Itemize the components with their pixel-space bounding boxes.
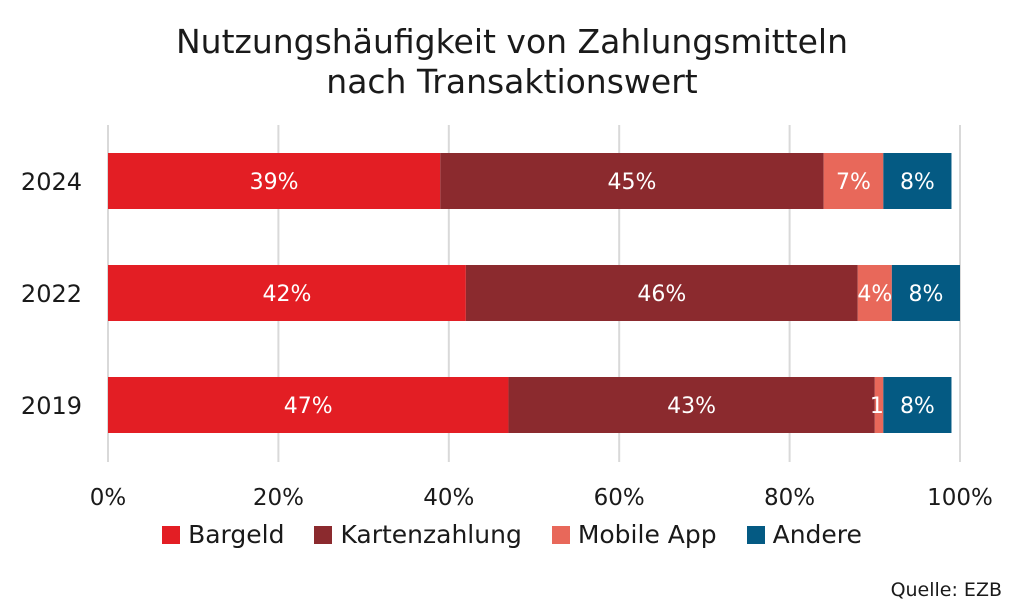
x-tick-label: 20% [253,485,304,511]
x-tick-label: 0% [90,485,127,511]
bar-segment-kartenzahlung [465,265,858,321]
legend-item: Andere [746,520,862,549]
legend-swatch [314,525,333,544]
legend-item: Kartenzahlung [314,520,522,549]
legend-label: Bargeld [188,520,285,549]
x-tick-label: 40% [423,485,474,511]
bar-segment-bargeld [108,265,466,321]
chart-title: Nutzungshäufigkeit von Zahlungsmitteln n… [0,22,1024,102]
data-label: 8% [908,282,943,307]
legend-item: Mobile App [551,520,717,549]
legend-swatch [551,525,570,544]
legend-label: Mobile App [577,520,717,549]
data-label: 8% [900,394,935,419]
data-label: 47% [284,394,333,419]
bar-segment-bargeld [108,377,509,433]
bar-segment-andere [883,153,952,209]
data-label: 7% [836,170,871,195]
data-label: 39% [250,170,299,195]
x-tick-label: 80% [764,485,815,511]
data-label: 46% [637,282,686,307]
legend-swatch [746,525,765,544]
data-label: 4% [857,282,892,307]
chart-title-line-1: Nutzungshäufigkeit von Zahlungsmitteln [175,22,849,61]
chart-legend: Bargeld Kartenzahlung Mobile App Andere [0,520,1024,549]
legend-label: Andere [772,520,862,549]
y-category-label: 2019 [21,392,82,420]
legend-item: Bargeld [162,520,284,549]
legend-label: Kartenzahlung [340,520,522,549]
bar-segment-andere [891,265,960,321]
x-tick-label: 100% [927,485,993,511]
bar-segment-kartenzahlung [440,153,824,209]
data-label: 42% [262,282,311,307]
y-category-label: 2024 [21,168,82,196]
chart-title-line-2: nach Transaktionswert [326,62,698,101]
bar-segment-mobile-app [874,377,884,433]
bar-segment-mobile-app [823,153,884,209]
bar-segment-andere [883,377,952,433]
data-label: 8% [900,170,935,195]
source-note: Quelle: EZB [890,579,1002,601]
legend-swatch [162,525,181,544]
x-tick-label: 60% [594,485,645,511]
bar-segment-bargeld [108,153,441,209]
data-label: 43% [667,394,716,419]
data-label: 45% [608,170,657,195]
bar-segment-mobile-app [857,265,892,321]
y-category-label: 2022 [21,280,82,308]
bar-segment-kartenzahlung [508,377,875,433]
